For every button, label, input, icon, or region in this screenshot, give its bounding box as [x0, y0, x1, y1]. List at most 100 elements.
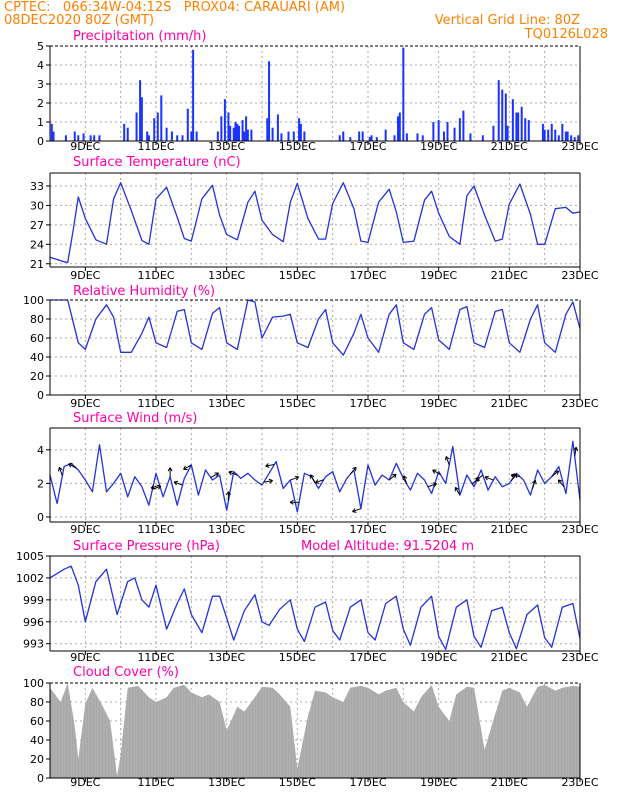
temp-ytick-label: 24: [30, 238, 44, 251]
header-date: 08DEC2020 80Z (GMT): [4, 13, 155, 28]
precip-bar: [126, 127, 129, 141]
precip-bar: [368, 137, 371, 141]
cloud-title: Cloud Cover (%): [73, 665, 179, 680]
pres-ytick-label: 996: [23, 616, 44, 629]
pres-series-line: [49, 565, 581, 651]
precip-bar: [492, 125, 495, 141]
rh-ytick-label: 0: [37, 389, 44, 402]
temp-xtick-label: 21DEC: [491, 269, 528, 282]
precip-bar: [160, 95, 163, 141]
wind-arrow-shaft: [58, 467, 63, 477]
precip-title: Precipitation (mm/h): [73, 29, 207, 44]
precip-bar: [393, 135, 396, 141]
precip-bar: [398, 112, 401, 141]
precip-bar: [146, 131, 149, 141]
wind-arrow-head: [173, 480, 179, 486]
precip-bar: [349, 137, 352, 141]
wind-arrow-head: [265, 463, 270, 468]
wind-arrow-shaft: [150, 484, 160, 489]
precip-bar: [73, 131, 76, 141]
wind-arrow-head: [183, 465, 188, 471]
precip-bar: [153, 118, 156, 141]
precip-bar: [236, 123, 239, 141]
precip-ytick-label: 0: [37, 135, 44, 148]
cloud-ytick-label: 40: [30, 734, 44, 747]
wind-arrow-shaft: [68, 463, 77, 469]
precip-bar: [570, 135, 573, 141]
precip-bar: [361, 131, 364, 141]
rh-series-line: [50, 299, 581, 356]
precip-bar: [437, 120, 440, 141]
header-run-id: TQ0126L028: [524, 27, 608, 42]
wind-arrow-head: [444, 456, 450, 461]
precip-bar: [554, 129, 557, 141]
wind-arrow-shaft: [531, 480, 536, 490]
wind-arrow-head: [484, 475, 489, 481]
precip-bar: [147, 135, 150, 141]
precip-bar: [520, 106, 523, 141]
wind-arrow-shaft: [388, 473, 397, 481]
precip-bar: [299, 123, 302, 141]
wind-arrow-head: [309, 474, 315, 479]
precip-bar: [384, 129, 387, 141]
temp-xtick-label: 15DEC: [279, 269, 316, 282]
precip-bar: [241, 120, 244, 141]
wind-arrow-shaft: [510, 474, 521, 478]
precip-bar: [170, 131, 173, 141]
precip-bar: [547, 129, 550, 141]
precip-bar: [223, 99, 226, 141]
wind-arrow-head: [432, 469, 437, 474]
precip-xtick-label: 21DEC: [491, 140, 528, 153]
wind-arrow-head: [268, 478, 273, 484]
precip-bar: [442, 131, 445, 141]
rh-xtick-label: 9DEC: [70, 397, 100, 410]
wind-arrow-head: [432, 482, 437, 488]
precip-bar: [186, 108, 189, 141]
wind-ytick-label: 2: [37, 477, 44, 490]
wind-ytick-label: 4: [37, 444, 44, 457]
rh-ytick-label: 100: [23, 294, 44, 307]
precip-bar: [287, 131, 290, 141]
pres-ytick-label: 999: [23, 594, 44, 607]
precip-bar: [370, 135, 373, 141]
precip-bar: [432, 122, 435, 141]
rh-ytick-label: 60: [30, 332, 44, 345]
precip-bar: [139, 80, 142, 141]
wind-xtick-label: 9DEC: [70, 523, 100, 536]
cloud-xtick-label: 13DEC: [208, 776, 245, 789]
precip-bar: [50, 123, 53, 141]
precip-bar: [566, 131, 569, 141]
wind-arrow-shaft: [263, 480, 273, 483]
wind-title: Surface Wind (m/s): [73, 411, 198, 426]
precip-bar: [506, 125, 509, 141]
wind-xtick-label: 15DEC: [279, 523, 316, 536]
pres-ytick-label: 1002: [16, 572, 44, 585]
temp-xtick-label: 13DEC: [208, 269, 245, 282]
precip-xtick-label: 11DEC: [137, 140, 174, 153]
pres-xtick-label: 21DEC: [491, 651, 528, 664]
precip-bar: [550, 123, 553, 141]
wind-series-line: [49, 440, 581, 513]
wind-ytick-label: 0: [37, 511, 44, 524]
rh-ytick-label: 40: [30, 351, 44, 364]
wind-arrow-head: [294, 475, 300, 481]
pres-xtick-label: 19DEC: [420, 651, 457, 664]
precip-xtick-label: 9DEC: [70, 140, 100, 153]
temp-ytick-label: 27: [30, 219, 44, 232]
precip-bar: [342, 131, 345, 141]
pres-xtick-label: 9DEC: [70, 651, 100, 664]
wind-arrow-shaft: [265, 464, 275, 467]
wind-arrow-head: [475, 476, 480, 482]
precip-bar: [123, 123, 126, 141]
wind-arrow-head: [314, 479, 320, 484]
precip-bar: [375, 137, 378, 141]
temp-series-line: [49, 182, 581, 264]
precip-bar: [77, 135, 80, 141]
precip-bar: [577, 135, 580, 141]
precip-bar: [245, 116, 248, 141]
precip-bar: [462, 110, 465, 141]
rh-xtick-label: 23DEC: [561, 397, 598, 410]
precip-xtick-label: 23DEC: [561, 140, 598, 153]
wind-xtick-label: 13DEC: [208, 523, 245, 536]
temp-ytick-label: 30: [30, 199, 44, 212]
